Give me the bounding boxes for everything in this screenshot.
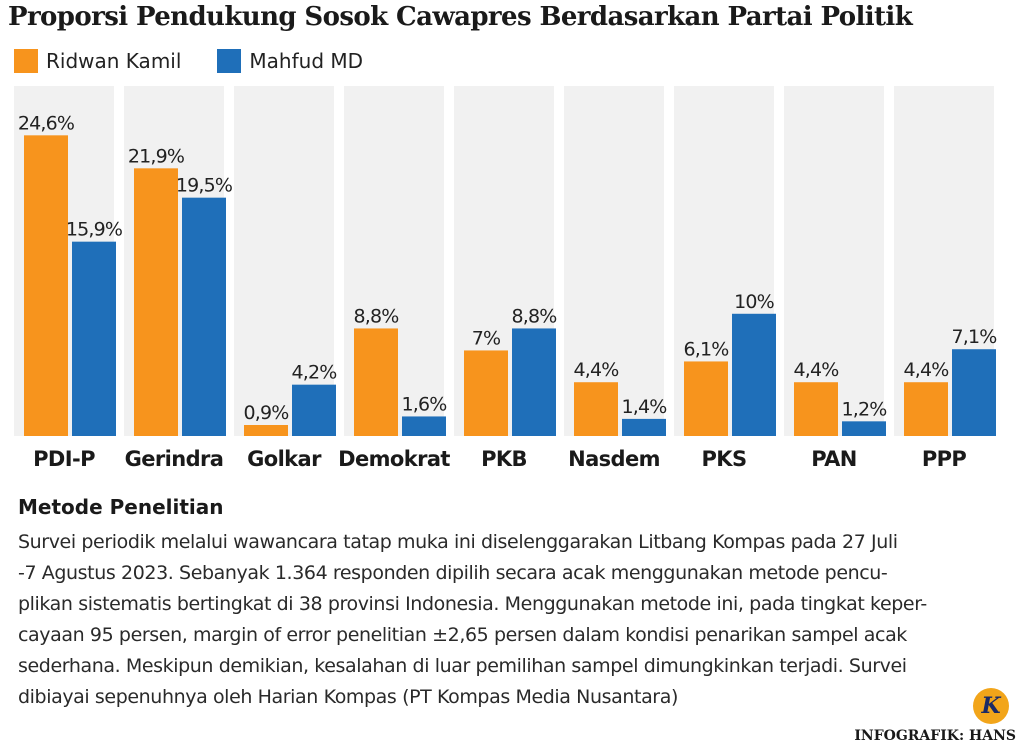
category-group-pks: 6,1% 10% PKS	[674, 86, 776, 471]
data-label-ridwan-kamil-ppp: 4,4%	[903, 359, 948, 381]
legend-swatch-ridwan	[14, 49, 38, 73]
data-label-ridwan-kamil-pks: 6,1%	[683, 338, 728, 360]
legend-item-mahfud: Mahfud MD	[217, 49, 363, 73]
legend: Ridwan Kamil Mahfud MD	[14, 47, 399, 75]
data-label-mahfud-md-ppp: 7,1%	[951, 326, 996, 348]
bar-ridwan-kamil-demokrat	[354, 328, 398, 436]
category-group-gerindra: 21,9% 19,5% Gerindra	[124, 86, 233, 471]
data-label-mahfud-md-pks: 10%	[734, 291, 774, 313]
data-label-ridwan-kamil-nasdem: 4,4%	[573, 359, 618, 381]
category-group-nasdem: 4,4%1,4% Nasdem	[564, 86, 667, 471]
category-group-pan: 4,4%1,2% PAN	[784, 86, 887, 471]
bar-mahfud-md-pan	[842, 421, 886, 436]
data-label-mahfud-md-pkb: 8,8%	[511, 305, 556, 327]
category-label-nasdem: Nasdem	[568, 447, 660, 471]
method-line: cayaan 95 persen, margin of error peneli…	[18, 624, 907, 646]
data-label-mahfud-md-golkar: 4,2%	[291, 362, 336, 384]
bar-ridwan-kamil-pks	[684, 361, 728, 436]
category-panel-nasdem	[564, 86, 664, 436]
bar-mahfud-md-demokrat	[402, 416, 446, 436]
method-body: Survei periodik melalui wawancara tatap …	[18, 527, 1008, 713]
data-label-ridwan-kamil-demokrat: 8,8%	[353, 305, 398, 327]
data-label-ridwan-kamil-golkar: 0,9%	[243, 402, 288, 424]
category-group-ppp: 4,4%7,1% PPP	[894, 86, 997, 471]
bar-mahfud-md-gerindra	[182, 197, 226, 436]
credit-text: INFOGRAFIK: HANS	[854, 728, 1016, 744]
category-group-golkar: 0,9%4,2% Golkar	[234, 86, 337, 471]
bar-ridwan-kamil-ppp	[904, 382, 948, 436]
legend-swatch-mahfud	[217, 49, 242, 73]
legend-item-ridwan: Ridwan Kamil	[14, 49, 181, 73]
category-label-demokrat: Demokrat	[338, 447, 450, 471]
bar-chart: 24,6% 15,9% PDI-P 21,9% 19,5% Gerindra 0,9%4,2…	[14, 86, 997, 471]
method-line: Survei periodik melalui wawancara tatap …	[18, 531, 898, 553]
method-line: sederhana. Meskipun demikian, kesalahan …	[18, 655, 907, 677]
data-label-ridwan-kamil-pan: 4,4%	[793, 359, 838, 381]
bar-ridwan-kamil-golkar	[244, 425, 288, 436]
category-label-pkb: PKB	[481, 447, 527, 471]
data-label-mahfud-md-gerindra: 19,5%	[176, 175, 232, 197]
category-group-pkb: 7% 8,8% PKB	[454, 86, 557, 471]
bar-ridwan-kamil-pan	[794, 382, 838, 436]
bar-ridwan-kamil-gerindra	[134, 168, 178, 436]
bar-ridwan-kamil-pdi-p	[24, 135, 68, 437]
category-group-demokrat: 8,8% 1,6% Demokrat	[338, 86, 451, 471]
method-line: dibiayai sepenuhnya oleh Harian Kompas (…	[18, 686, 678, 708]
chart-title: Proporsi Pendukung Sosok Cawapres Berdas…	[8, 2, 913, 32]
bar-mahfud-md-nasdem	[622, 418, 666, 436]
data-label-mahfud-md-demokrat: 1,6%	[401, 393, 446, 415]
bar-mahfud-md-pks	[732, 313, 776, 436]
legend-label-mahfud: Mahfud MD	[249, 49, 364, 73]
category-label-pan: PAN	[811, 447, 857, 471]
method-title: Metode Penelitian	[18, 495, 224, 519]
data-label-ridwan-kamil-pkb: 7%	[472, 327, 501, 349]
logo-letter: K	[981, 693, 1001, 719]
method-line: plikan sistematis bertingkat di 38 provi…	[18, 593, 927, 615]
bar-mahfud-md-ppp	[952, 349, 996, 436]
data-label-ridwan-kamil-pdi-p: 24,6%	[18, 112, 74, 134]
category-label-gerindra: Gerindra	[125, 447, 224, 471]
category-panel-golkar	[234, 86, 334, 436]
bar-ridwan-kamil-nasdem	[574, 382, 618, 436]
bar-mahfud-md-pkb	[512, 328, 556, 436]
category-group-pdi-p: 24,6% 15,9% PDI-P	[14, 86, 123, 471]
category-label-pdi-p: PDI-P	[33, 447, 95, 471]
category-panel-pan	[784, 86, 884, 436]
category-label-golkar: Golkar	[247, 447, 322, 471]
data-label-mahfud-md-pan: 1,2%	[841, 398, 886, 420]
data-label-mahfud-md-pdi-p: 15,9%	[66, 219, 122, 241]
method-line: -7 Agustus 2023. Sebanyak 1.364 responde…	[18, 562, 888, 584]
category-label-pks: PKS	[702, 447, 747, 471]
category-label-ppp: PPP	[922, 447, 967, 471]
kompas-logo-icon: K	[973, 688, 1009, 724]
data-label-ridwan-kamil-gerindra: 21,9%	[128, 145, 184, 167]
legend-label-ridwan: Ridwan Kamil	[46, 49, 182, 73]
bar-ridwan-kamil-pkb	[464, 350, 508, 436]
bar-mahfud-md-golkar	[292, 384, 336, 436]
data-label-mahfud-md-nasdem: 1,4%	[621, 396, 666, 418]
bar-mahfud-md-pdi-p	[72, 241, 116, 436]
